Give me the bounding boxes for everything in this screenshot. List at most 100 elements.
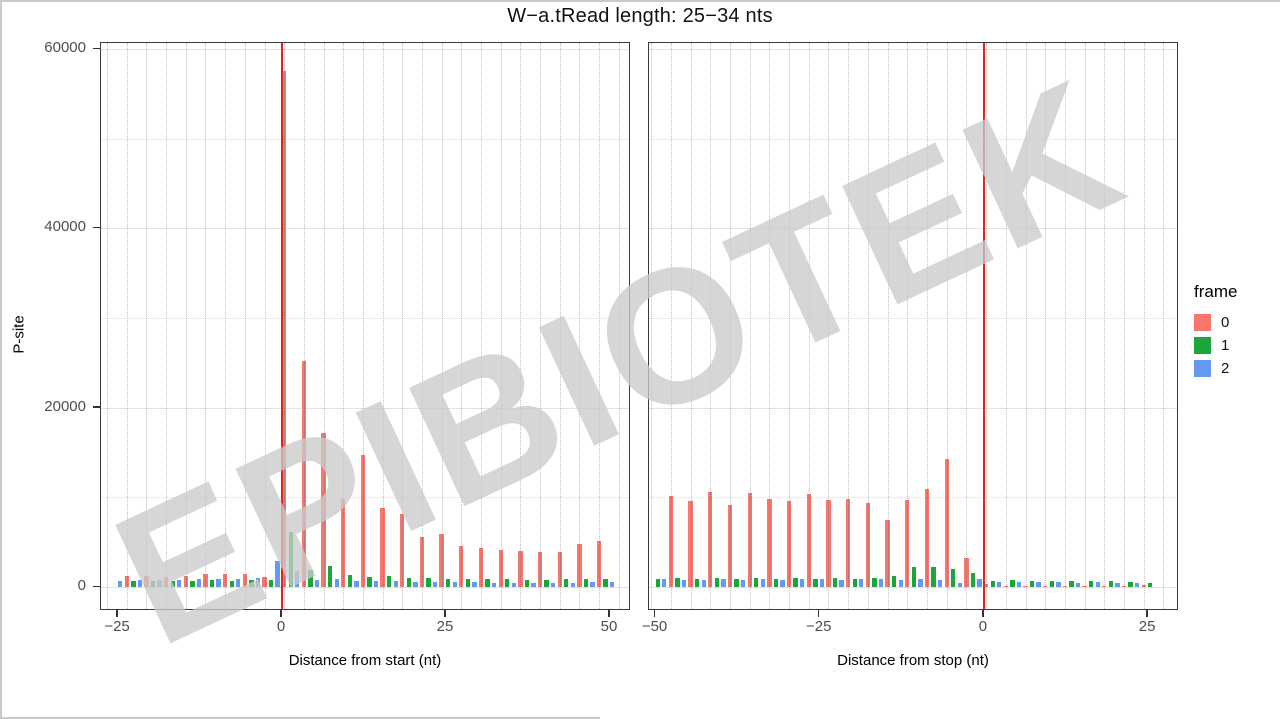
- gridline-vertical-dotted: [264, 43, 266, 609]
- legend-swatch-frame2: [1194, 360, 1211, 377]
- gridline-vertical-dotted: [1045, 43, 1047, 609]
- bar-frame1: [564, 579, 569, 587]
- bar-frame2: [1056, 582, 1061, 587]
- bar-frame2: [1134, 582, 1140, 587]
- bar-frame1: [288, 532, 293, 587]
- gridline-vertical-dotted: [166, 43, 168, 609]
- bar-frame2: [1075, 582, 1081, 587]
- bar-frame1: [1010, 580, 1015, 587]
- bar-frame0: [203, 573, 208, 587]
- gridline-vertical-dotted: [749, 43, 751, 609]
- bar-frame1: [911, 566, 917, 587]
- bar-frame0: [1121, 586, 1127, 587]
- bar-frame1: [990, 580, 995, 587]
- bar-frame2: [216, 578, 221, 587]
- bar-frame0: [846, 499, 851, 587]
- bar-frame1: [386, 576, 392, 587]
- gridline-vertical-dotted: [848, 43, 850, 609]
- bar-frame1: [832, 578, 838, 587]
- zero-position-line: [982, 43, 985, 609]
- bar-frame0: [865, 502, 871, 587]
- legend-label-frame1: 1: [1221, 337, 1230, 354]
- gridline-vertical-dotted: [1124, 43, 1126, 609]
- bar-frame0: [321, 432, 326, 587]
- bar-frame0: [944, 458, 949, 587]
- bar-frame0: [708, 491, 713, 587]
- legend-entry-frame0: 0: [1194, 311, 1237, 334]
- y-tick-mark: [93, 47, 100, 49]
- bar-frame1: [714, 578, 719, 587]
- x-tick-mark: [982, 610, 984, 617]
- bar-frame1: [655, 578, 660, 587]
- bar-frame0: [183, 575, 188, 587]
- gridline-vertical-dotted: [1064, 43, 1066, 609]
- bar-frame2: [570, 582, 575, 587]
- bar-frame2: [740, 579, 746, 587]
- x-tick-mark: [608, 610, 610, 617]
- bar-frame1: [249, 580, 254, 587]
- bar-frame0: [124, 576, 129, 587]
- y-tick-label: 0: [77, 577, 86, 594]
- bar-frame0: [786, 500, 792, 587]
- bar-frame1: [190, 580, 195, 587]
- bar-frame2: [1016, 581, 1022, 587]
- x-tick-label: 0: [978, 618, 988, 635]
- gridline-vertical-dotted: [540, 43, 542, 609]
- bar-frame2: [550, 582, 556, 587]
- bar-frame1: [327, 566, 333, 587]
- bar-frame0: [242, 573, 247, 587]
- bar-frame2: [590, 582, 595, 587]
- bar-frame2: [531, 582, 536, 587]
- bar-frame0: [767, 499, 772, 587]
- bar-frame1: [1029, 580, 1035, 587]
- legend-label-frame2: 2: [1221, 360, 1230, 377]
- bar-frame2: [118, 580, 123, 587]
- gridline-vertical-dotted: [559, 43, 561, 609]
- gridline-horizontal-major: [101, 49, 629, 50]
- bar-frame1: [891, 575, 897, 587]
- bar-frame0: [262, 576, 267, 587]
- bar-frame2: [275, 560, 280, 587]
- gridline-vertical-dotted: [343, 43, 345, 609]
- gridline-vertical-dotted: [284, 43, 286, 609]
- bar-frame2: [491, 582, 497, 587]
- bar-frame2: [760, 579, 765, 587]
- bar-frame1: [872, 578, 877, 587]
- y-tick-label: 20000: [44, 397, 86, 415]
- bar-frame1: [951, 568, 956, 587]
- bar-frame2: [452, 582, 457, 587]
- bar-frame1: [426, 578, 431, 587]
- bar-frame0: [282, 71, 287, 587]
- gridline-vertical-dotted: [618, 43, 620, 609]
- gridline-vertical-dotted: [303, 43, 305, 609]
- bar-frame1: [170, 581, 175, 587]
- image-border-bottom: [0, 717, 600, 719]
- bar-frame2: [819, 579, 825, 587]
- bar-frame2: [255, 577, 261, 587]
- bar-frame1: [1108, 581, 1114, 587]
- bar-frame2: [721, 579, 726, 587]
- gridline-vertical-dotted: [907, 43, 909, 609]
- bar-frame0: [983, 584, 989, 587]
- bar-frame0: [806, 493, 811, 587]
- bar-frame2: [472, 582, 477, 587]
- legend-entry-frame2: 2: [1194, 357, 1237, 380]
- x-tick-label: 25: [436, 618, 454, 635]
- bar-frame2: [393, 581, 398, 587]
- bar-frame0: [964, 558, 969, 587]
- legend: frame 0 1 2: [1194, 282, 1237, 380]
- chart-title: W−a.tRead length: 25−34 nts: [507, 5, 773, 27]
- gridline-vertical-dotted: [927, 43, 928, 609]
- legend-entry-frame1: 1: [1194, 334, 1237, 357]
- gridline-vertical-dotted: [579, 43, 581, 609]
- bar-frame2: [314, 579, 320, 587]
- panel-distance-from-start: [100, 42, 630, 610]
- gridline-vertical-dotted: [651, 43, 653, 609]
- bar-frame2: [295, 571, 300, 587]
- legend-swatch-frame0: [1194, 314, 1211, 331]
- bar-frame0: [1043, 586, 1048, 587]
- x-tick-label: −25: [104, 618, 130, 635]
- legend-label-frame0: 0: [1221, 314, 1230, 331]
- bar-frame0: [826, 500, 831, 587]
- gridline-vertical-dotted: [966, 43, 968, 609]
